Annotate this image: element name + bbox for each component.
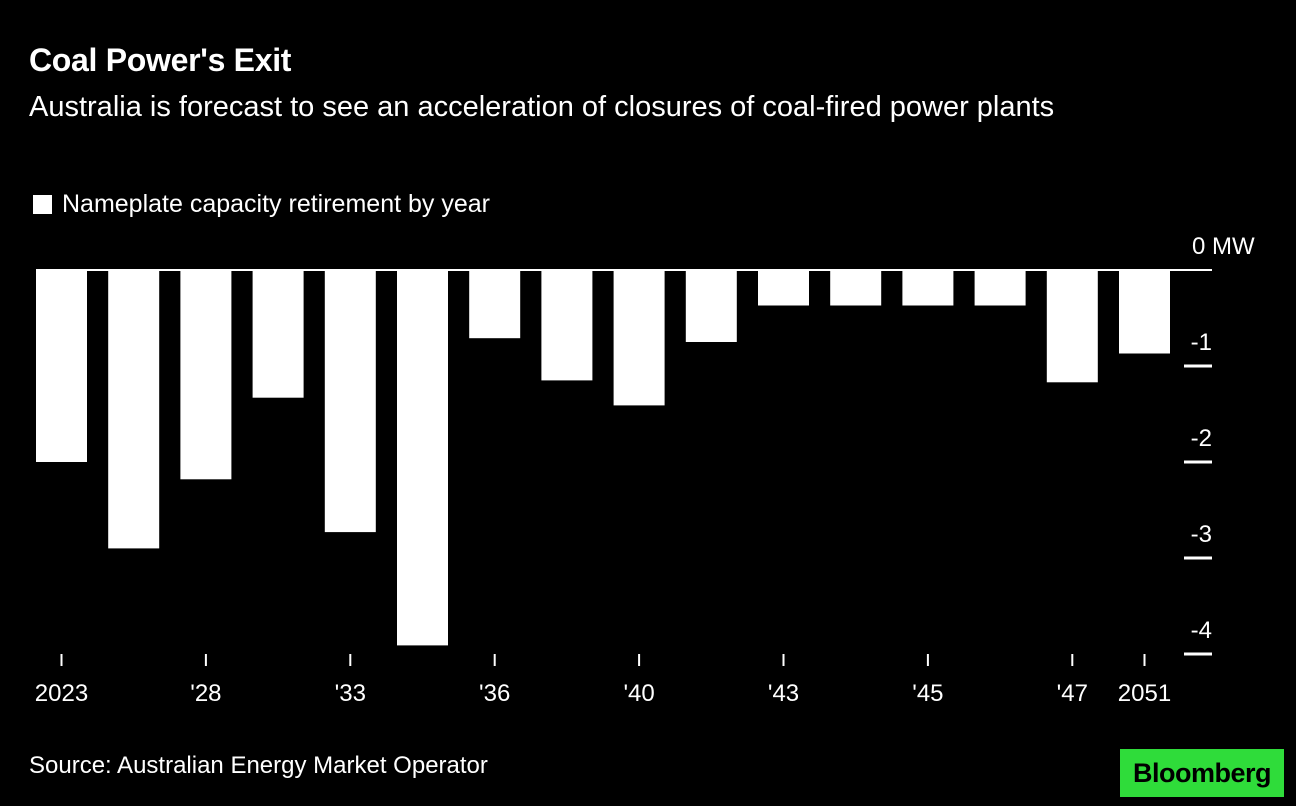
x-tick-label: 2051 — [1118, 680, 1171, 707]
chart-title: Coal Power's Exit — [29, 42, 292, 78]
x-tick-label: '33 — [335, 680, 366, 707]
legend: Nameplate capacity retirement by year — [33, 190, 490, 219]
x-tick-label: '36 — [479, 680, 510, 707]
bar-2042 — [685, 270, 737, 342]
bar-2043 — [758, 270, 809, 306]
bar-2045 — [902, 270, 954, 306]
y-tick-label: -4 — [1191, 617, 1212, 644]
x-tick-label: '40 — [623, 680, 654, 707]
bar-2036 — [469, 270, 521, 339]
source-note: Source: Australian Energy Market Operato… — [29, 752, 488, 779]
bar-2046 — [974, 270, 1026, 306]
bar-2044 — [830, 270, 882, 306]
y-tick-label: -2 — [1191, 425, 1212, 452]
chart-subtitle: Australia is forecast to see an accelera… — [29, 91, 1055, 123]
bar-2023 — [36, 270, 87, 462]
x-tick-label: '47 — [1057, 680, 1088, 707]
legend-swatch — [33, 195, 52, 214]
bar-2025 — [108, 270, 160, 549]
bar-2028 — [180, 270, 232, 480]
legend-label: Nameplate capacity retirement by year — [62, 190, 490, 218]
x-tick-label: '45 — [912, 680, 943, 707]
y-tick-label: -1 — [1191, 329, 1212, 356]
bar-2051 — [1119, 270, 1170, 354]
bar-2030 — [252, 270, 304, 398]
y-tick-label: -3 — [1191, 521, 1212, 548]
x-tick-label: '28 — [190, 680, 221, 707]
bar-2033 — [324, 270, 376, 533]
x-tick-label: '43 — [768, 680, 799, 707]
bar-2040 — [613, 270, 665, 406]
y-tick-label: 0 MW — [1192, 233, 1255, 260]
x-tick-label: 2023 — [35, 680, 88, 707]
bar-2035 — [397, 270, 448, 646]
bar-2047 — [1046, 270, 1098, 383]
bloomberg-logo: Bloomberg — [1120, 749, 1284, 797]
bar-2038 — [541, 270, 593, 381]
